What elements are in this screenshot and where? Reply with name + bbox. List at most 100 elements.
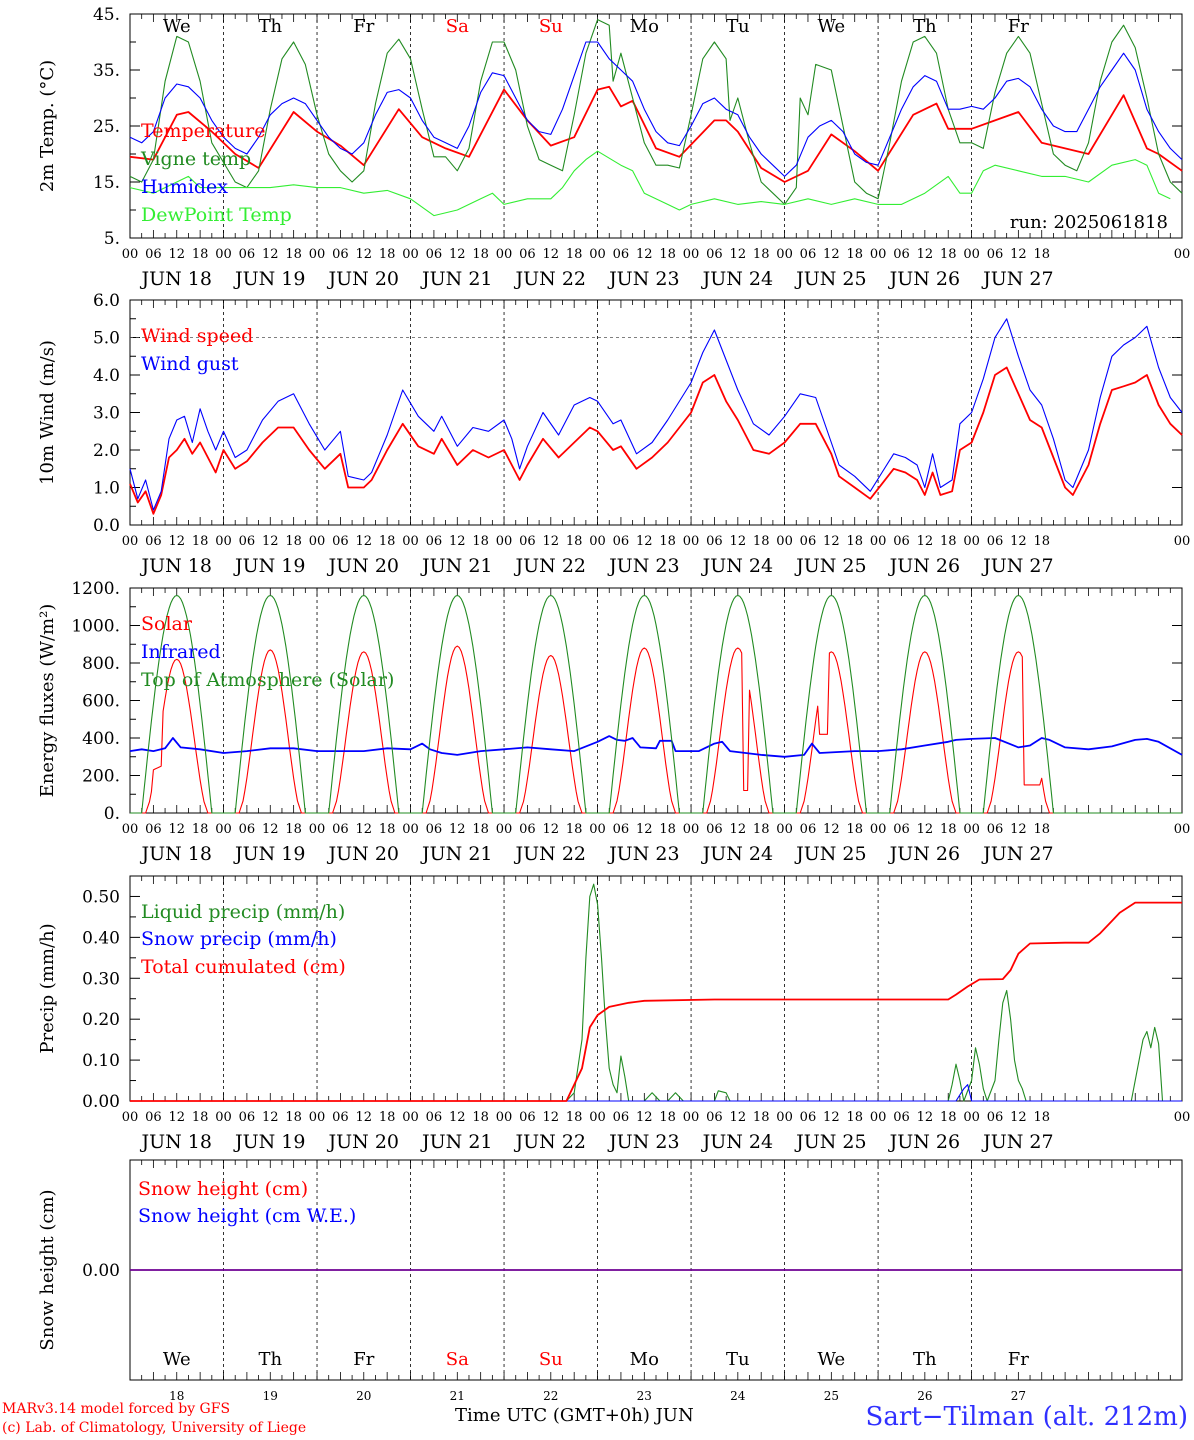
weekday-label: We: [163, 16, 191, 37]
hour-label: 18: [846, 822, 863, 837]
hour-label: 18: [379, 822, 396, 837]
y-tick-label: 25.: [93, 117, 120, 137]
hour-label: 06: [706, 534, 723, 549]
weekday-label: Mo: [630, 1349, 659, 1370]
hour-label: 18: [753, 1110, 770, 1125]
hour-label: 06: [706, 1110, 723, 1125]
hour-label: 18: [659, 822, 676, 837]
hour-label: 00: [589, 822, 606, 837]
hour-label: 12: [730, 534, 747, 549]
y-tick-label: 0.00: [82, 1092, 120, 1112]
weekday-label: Su: [539, 1349, 563, 1370]
date-label: JUN 24: [701, 1131, 773, 1153]
date-label: JUN 20: [327, 1131, 399, 1153]
date-label: JUN 23: [607, 843, 679, 865]
hour-label: 12: [730, 822, 747, 837]
date-label: JUN 25: [794, 1131, 866, 1153]
day-number: 20: [356, 1389, 371, 1403]
hour-label: 06: [519, 534, 536, 549]
day-number: 19: [263, 1389, 278, 1403]
date-label: JUN 27: [981, 1131, 1053, 1153]
hour-label: 00: [309, 1110, 326, 1125]
hour-label: 12: [356, 1110, 373, 1125]
date-label: JUN 25: [794, 843, 866, 865]
panel-temp: 5. 15. 25. 35. 45. 2m Temp. (°C) 00 06 12 18 JUN 1…: [37, 5, 1190, 290]
hour-label: 00: [496, 534, 513, 549]
legend-entry: Vigne temp: [140, 148, 251, 170]
hour-label: 12: [168, 247, 185, 262]
hour-label: 00: [402, 822, 419, 837]
hour-label: 18: [472, 534, 489, 549]
y-tick-label: 0.30: [82, 969, 120, 989]
hour-label: 12: [168, 534, 185, 549]
y-axis-label: Precip (mm/h): [37, 923, 58, 1053]
y-tick-label: 2.0: [93, 441, 120, 461]
hour-label: 06: [145, 822, 162, 837]
hour-label: 12: [449, 247, 466, 262]
hour-label: 00: [589, 1110, 606, 1125]
hour-label: 06: [145, 1110, 162, 1125]
lab-credit: (c) Lab. of Climatology, University of L…: [2, 1420, 307, 1436]
date-label: JUN 24: [701, 268, 773, 290]
hour-label: 06: [987, 822, 1004, 837]
hour-label: 00: [215, 1110, 232, 1125]
hour-label: 06: [145, 247, 162, 262]
hour-label: 00: [496, 1110, 513, 1125]
hour-label: 06: [800, 534, 817, 549]
series-snow-precip-mm-h-: [130, 1084, 1182, 1102]
hour-label: 00: [870, 534, 887, 549]
panel-frame: [129, 299, 1183, 526]
hour-label: 12: [543, 1110, 560, 1125]
hour-label: 12: [1010, 822, 1027, 837]
hour-label: 12: [543, 822, 560, 837]
weekday-label: Fr: [353, 16, 374, 37]
day-number: 22: [543, 1389, 558, 1403]
hour-label: 12: [917, 822, 934, 837]
weekday-label: Sa: [446, 1349, 469, 1370]
time-axis-label: Time UTC (GMT+0h) JUN: [455, 1405, 694, 1426]
hour-label: 06: [426, 822, 443, 837]
series-dewpoint-temp: [129, 150, 1171, 217]
y-axis-label: 10m Wind (m/s): [37, 340, 58, 485]
hour-label: 12: [449, 822, 466, 837]
hour-label: 00: [122, 534, 139, 549]
hour-label: 12: [262, 822, 279, 837]
hour-label: 00: [496, 247, 513, 262]
hour-label: 18: [753, 247, 770, 262]
hour-label: 06: [613, 822, 630, 837]
hour-label: 12: [356, 534, 373, 549]
date-label: JUN 26: [888, 555, 960, 577]
hour-label: 12: [730, 1110, 747, 1125]
hour-label: 06: [800, 822, 817, 837]
y-tick-label: 200.: [82, 767, 120, 787]
panel-snow: 0.00 Snow height (cm) Snow height (cm) Snow…: [37, 1159, 1183, 1403]
hour-label: 18: [285, 247, 302, 262]
hour-label: 18: [379, 1110, 396, 1125]
weekday-label: Su: [539, 16, 563, 37]
date-label: JUN 21: [420, 1131, 492, 1153]
y-axis-label: 2m Temp. (°C): [37, 60, 58, 192]
hour-label: 00: [776, 247, 793, 262]
hour-label: 12: [823, 822, 840, 837]
hour-label: 06: [519, 247, 536, 262]
hour-label: 00: [215, 247, 232, 262]
hour-label: 12: [168, 1110, 185, 1125]
hour-label: 18: [379, 247, 396, 262]
hour-label: 18: [753, 534, 770, 549]
hour-label: 06: [332, 1110, 349, 1125]
date-label: JUN 27: [981, 555, 1053, 577]
hour-label: 18: [1033, 534, 1050, 549]
weekday-label: Tu: [726, 16, 750, 37]
hour-label: 00: [589, 247, 606, 262]
day-number: 21: [450, 1389, 465, 1403]
weekday-label: Fr: [1008, 1349, 1029, 1370]
hour-label: 00: [963, 247, 980, 262]
date-label: JUN 26: [888, 843, 960, 865]
series-total-cumulated-cm-: [130, 901, 1182, 1102]
date-label: JUN 18: [140, 555, 212, 577]
y-tick-label: 5.0: [93, 329, 120, 349]
y-tick-label: 0.0: [93, 516, 120, 536]
panel-wind: 0.0 1.0 2.0 3.0 4.0 5.0 6.0 10m Wind (m/s) 00 06 1…: [37, 291, 1190, 577]
hour-label: 06: [332, 247, 349, 262]
